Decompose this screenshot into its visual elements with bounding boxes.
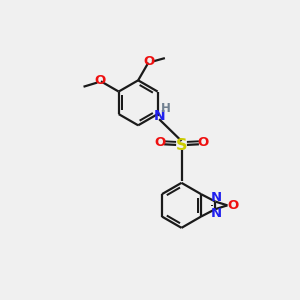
Text: O: O	[197, 136, 209, 149]
Text: H: H	[161, 103, 171, 116]
Text: N: N	[211, 191, 222, 204]
Text: O: O	[95, 74, 106, 87]
Text: N: N	[153, 109, 165, 123]
Text: O: O	[227, 199, 238, 212]
Text: N: N	[211, 207, 222, 220]
Text: O: O	[143, 56, 155, 68]
Text: O: O	[154, 136, 166, 149]
Text: S: S	[176, 138, 187, 153]
